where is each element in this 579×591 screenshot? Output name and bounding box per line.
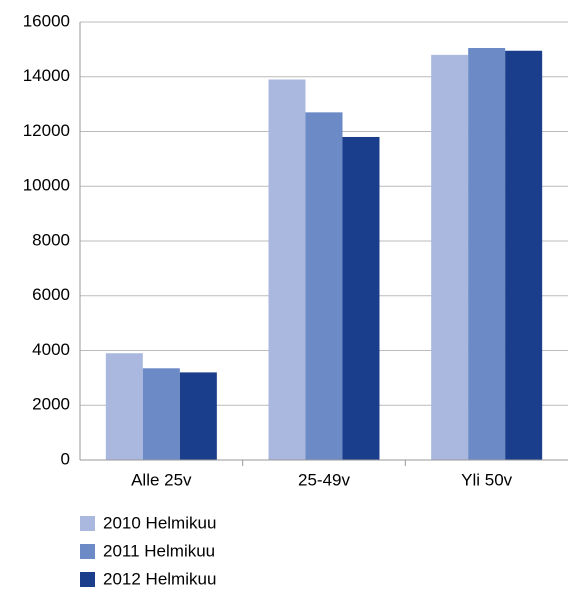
y-tick-label: 14000 — [23, 66, 70, 85]
bar — [431, 54, 469, 460]
y-tick-label: 10000 — [23, 176, 70, 195]
bar — [142, 368, 180, 460]
x-tick-label: 25-49v — [298, 470, 350, 489]
bar — [468, 48, 506, 460]
x-tick-label: Yli 50v — [461, 470, 513, 489]
y-tick-label: 4000 — [32, 340, 70, 359]
legend-swatch — [80, 516, 95, 531]
bar — [105, 353, 143, 460]
bar — [268, 79, 306, 461]
legend-label: 2011 Helmikuu — [103, 541, 215, 560]
x-tick-label: Alle 25v — [131, 470, 192, 489]
bar — [342, 136, 380, 460]
bar — [179, 372, 217, 460]
y-tick-label: 0 — [61, 449, 70, 468]
legend-swatch — [80, 544, 95, 559]
y-tick-label: 6000 — [32, 285, 70, 304]
y-tick-label: 2000 — [32, 395, 70, 414]
legend-label: 2010 Helmikuu — [103, 513, 216, 532]
legend-swatch — [80, 572, 95, 587]
bar — [305, 112, 343, 461]
y-tick-label: 12000 — [23, 121, 70, 140]
legend-label: 2012 Helmikuu — [103, 569, 216, 588]
bar — [505, 50, 543, 461]
y-tick-label: 16000 — [23, 11, 70, 30]
y-tick-label: 8000 — [32, 230, 70, 249]
